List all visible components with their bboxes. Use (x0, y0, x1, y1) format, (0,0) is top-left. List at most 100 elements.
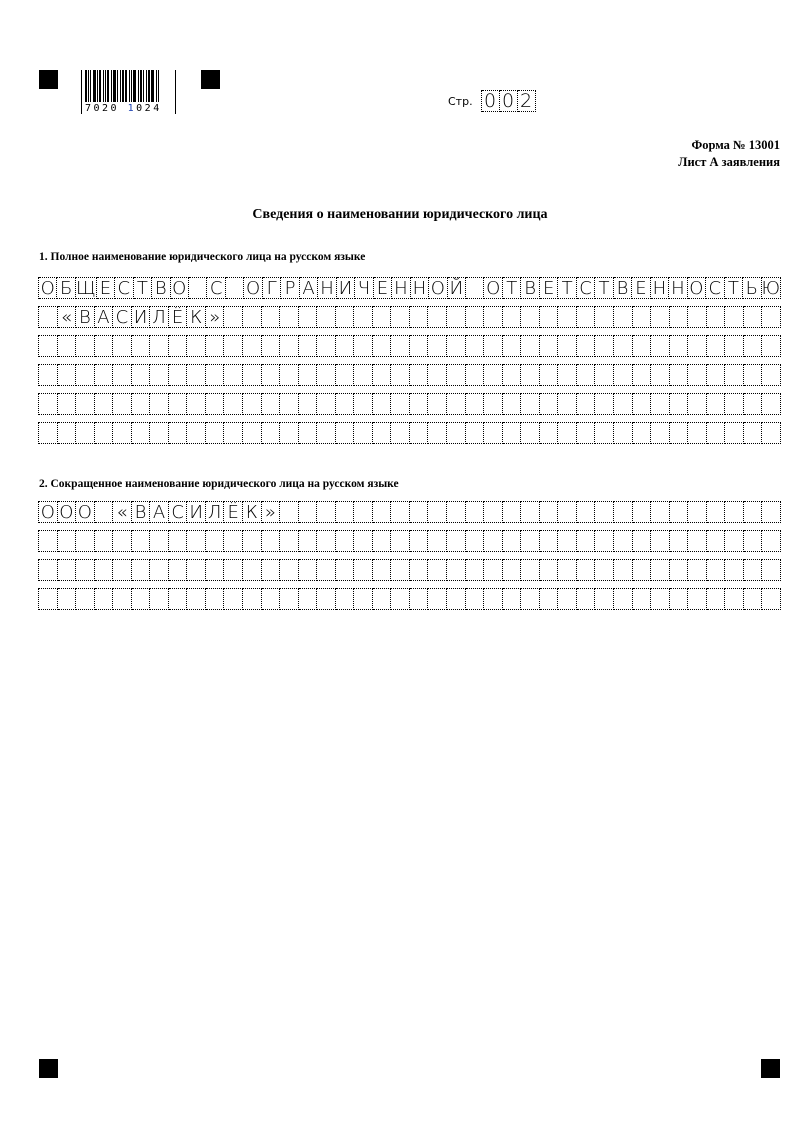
char-cell[interactable] (484, 393, 503, 415)
char-cell[interactable] (113, 588, 132, 610)
char-cell[interactable] (428, 335, 448, 357)
char-cell[interactable] (539, 530, 559, 552)
char-cell[interactable]: О (76, 501, 95, 523)
char-cell[interactable] (243, 530, 262, 552)
char-cell[interactable]: Н (392, 277, 411, 299)
char-cell[interactable] (335, 530, 355, 552)
char-cell[interactable] (409, 422, 429, 444)
char-cell[interactable] (632, 393, 652, 415)
char-cell[interactable] (613, 588, 633, 610)
char-cell[interactable] (391, 393, 410, 415)
char-cell[interactable] (521, 501, 540, 523)
char-cell[interactable] (688, 501, 707, 523)
char-cell[interactable] (632, 530, 652, 552)
char-cell[interactable] (224, 364, 244, 386)
char-cell[interactable] (243, 559, 262, 581)
char-cell[interactable]: О (39, 501, 58, 523)
char-cell[interactable] (39, 393, 58, 415)
char-cell[interactable] (280, 335, 299, 357)
char-cell[interactable] (576, 559, 596, 581)
char-cell[interactable] (521, 306, 540, 328)
char-cell[interactable] (168, 530, 188, 552)
char-cell[interactable] (391, 335, 410, 357)
char-cell[interactable]: Л (205, 501, 225, 523)
char-cell[interactable] (613, 364, 633, 386)
char-cell[interactable] (76, 422, 95, 444)
char-cell[interactable] (224, 422, 244, 444)
char-cell[interactable] (613, 501, 633, 523)
char-cell[interactable] (447, 530, 466, 552)
char-cell[interactable] (613, 559, 633, 581)
char-cell[interactable] (76, 335, 95, 357)
char-cell[interactable] (595, 393, 614, 415)
char-cell[interactable] (706, 306, 726, 328)
char-cell[interactable] (205, 335, 225, 357)
char-cell[interactable] (576, 501, 596, 523)
char-cell[interactable] (502, 393, 522, 415)
char-cell[interactable] (484, 530, 503, 552)
char-cell[interactable] (725, 335, 744, 357)
char-cell[interactable] (298, 364, 318, 386)
char-cell[interactable] (669, 530, 689, 552)
char-cell[interactable] (558, 364, 577, 386)
char-cell[interactable] (372, 306, 392, 328)
char-cell[interactable] (261, 335, 281, 357)
char-cell[interactable] (669, 306, 689, 328)
char-cell[interactable] (372, 588, 392, 610)
char-cell[interactable] (224, 588, 244, 610)
char-cell[interactable] (94, 422, 114, 444)
char-cell[interactable] (280, 588, 299, 610)
char-cell[interactable] (465, 393, 485, 415)
char-cell[interactable] (521, 364, 540, 386)
char-cell[interactable] (558, 335, 577, 357)
char-cell[interactable] (57, 588, 77, 610)
char-cell[interactable] (632, 422, 652, 444)
char-cell[interactable] (502, 306, 522, 328)
char-cell[interactable]: А (150, 501, 169, 523)
char-cell[interactable] (428, 501, 448, 523)
char-cell[interactable] (76, 588, 95, 610)
char-cell[interactable] (335, 588, 355, 610)
char-cell[interactable] (298, 559, 318, 581)
char-cell[interactable] (354, 306, 373, 328)
char-cell[interactable] (521, 559, 540, 581)
char-cell[interactable]: С (207, 277, 226, 299)
char-cell[interactable] (447, 335, 466, 357)
char-cell[interactable] (205, 530, 225, 552)
char-cell[interactable] (113, 422, 132, 444)
char-cell[interactable] (558, 393, 577, 415)
char-cell[interactable] (466, 277, 485, 299)
char-cell[interactable] (762, 559, 781, 581)
char-cell[interactable]: Н (669, 277, 688, 299)
char-cell[interactable] (391, 501, 410, 523)
char-cell[interactable] (261, 588, 281, 610)
char-cell[interactable]: Е (632, 277, 651, 299)
char-cell[interactable] (131, 335, 151, 357)
page-digit-cell[interactable]: 0 (499, 90, 518, 112)
char-cell[interactable] (484, 501, 503, 523)
char-cell[interactable]: Т (724, 277, 744, 299)
char-cell[interactable]: Е (373, 277, 393, 299)
char-cell[interactable] (409, 501, 429, 523)
char-cell[interactable] (224, 335, 244, 357)
char-cell[interactable] (113, 559, 132, 581)
char-cell[interactable] (651, 393, 670, 415)
char-cell[interactable]: Т (558, 277, 577, 299)
char-cell[interactable] (317, 530, 336, 552)
char-cell[interactable] (706, 530, 726, 552)
char-cell[interactable] (651, 335, 670, 357)
char-cell[interactable] (669, 393, 689, 415)
char-cell[interactable] (187, 422, 206, 444)
char-cell[interactable] (595, 364, 614, 386)
char-cell[interactable] (651, 501, 670, 523)
char-cell[interactable] (539, 306, 559, 328)
char-cell[interactable] (150, 422, 169, 444)
char-cell[interactable] (558, 530, 577, 552)
char-cell[interactable] (762, 530, 781, 552)
char-cell[interactable] (57, 422, 77, 444)
char-cell[interactable] (484, 306, 503, 328)
char-cell[interactable] (688, 530, 707, 552)
char-cell[interactable] (187, 364, 206, 386)
char-cell[interactable] (57, 530, 77, 552)
char-cell[interactable] (224, 559, 244, 581)
